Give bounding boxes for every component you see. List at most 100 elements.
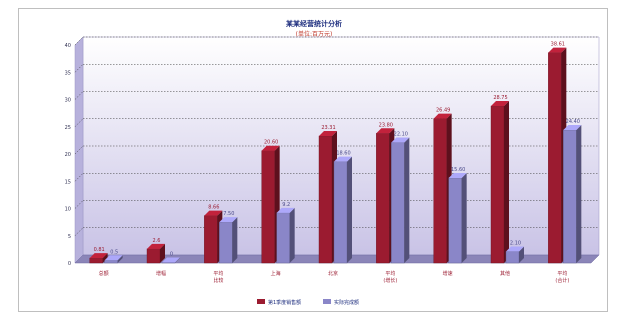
bar-chart: 某某经营统计分析 (单位:百万元) 0 5 10 15 20 25 30 35 40 0.81 0.… (65, 19, 600, 306)
legend-swatch-series-1 (257, 299, 265, 304)
gridline-side (74, 118, 84, 127)
gridline-side (74, 64, 84, 73)
data-label: 38.61 (551, 42, 565, 48)
gridline-side (74, 200, 84, 209)
plot-area: 0 5 10 15 20 25 30 35 40 0.81 0.5 总额 2.6 0 增幅 8.66 7.50 平… (65, 36, 600, 284)
x-tick-label: 平均 (557, 270, 567, 277)
bar-top (433, 113, 452, 119)
data-label: 7.50 (223, 211, 234, 217)
bar-side (232, 217, 238, 263)
bar-top (506, 246, 524, 252)
chart-title: 某某经营统计分析 (285, 19, 342, 28)
data-label: 22.10 (394, 132, 408, 138)
bar-top (376, 128, 395, 134)
bar (219, 221, 233, 264)
bar-top (261, 145, 280, 151)
bar (89, 257, 103, 264)
gridline-side (74, 91, 84, 100)
x-tick-label: 其他 (500, 270, 510, 277)
bar-top (162, 257, 180, 263)
data-label: 2.6 (153, 238, 161, 244)
bar-top (391, 137, 410, 143)
x-tick-label: 上海 (271, 270, 281, 277)
data-label: 26.49 (436, 108, 450, 114)
gridline-side (74, 173, 84, 182)
legend-label-series-1: 第1季度销售额 (268, 299, 301, 306)
bar-side (576, 125, 582, 264)
bar (333, 161, 348, 264)
gridline-side (74, 36, 84, 46)
y-tick-label: 10 (65, 207, 71, 213)
data-label: 8.66 (208, 205, 219, 211)
bar-side (504, 101, 509, 263)
y-tick-label: 40 (65, 43, 71, 49)
data-label: 0 (170, 251, 173, 257)
bar (276, 212, 290, 264)
gridline-side (74, 145, 84, 155)
bar-top (448, 172, 467, 178)
legend-swatch-series-2 (323, 299, 331, 304)
y-tick-label: 5 (68, 234, 71, 240)
bar-top (204, 210, 223, 216)
bar-top (276, 207, 295, 213)
x-tick-label: 北京 (328, 270, 338, 277)
bar-top (548, 47, 567, 53)
x-tick-label: 总额 (99, 270, 109, 277)
data-label: 23.80 (379, 122, 393, 128)
bar-side (102, 253, 108, 263)
data-label: 9.2 (282, 202, 290, 208)
bar-top (219, 217, 238, 223)
y-tick-label: 20 (65, 152, 71, 158)
bar (261, 150, 275, 264)
x-tick-label: 比较 (213, 277, 223, 284)
bar-side (461, 172, 467, 263)
bar (391, 142, 405, 264)
bar-top (319, 131, 337, 137)
bar-top (334, 156, 352, 162)
data-label: 28.75 (493, 95, 507, 101)
chart-frame: 某某经营统计分析 (单位:百万元) 0 5 10 15 20 25 30 35 40 0.81 0.… (18, 8, 608, 312)
y-tick-label: 15 (65, 179, 71, 185)
bar-side (117, 255, 123, 263)
bar-side (160, 243, 165, 263)
bar-top (89, 253, 108, 259)
x-tick-label: (增长) (383, 277, 397, 284)
bar (146, 248, 161, 264)
bar-side (347, 156, 352, 263)
data-label: 24.40 (566, 119, 580, 125)
legend-label-series-2: 实际完成额 (334, 299, 359, 306)
bar (318, 135, 333, 264)
x-tick-label: 平均 (213, 270, 223, 277)
bar (490, 105, 505, 264)
x-tick-label: 增幅 (156, 270, 166, 277)
bar (161, 262, 176, 264)
bar (505, 251, 520, 264)
bar (376, 133, 390, 264)
bar-top (491, 101, 509, 107)
x-tick-label: (合计) (555, 277, 569, 284)
chart-subtitle: (单位:百万元) (296, 30, 333, 38)
x-tick-label: 平均 (385, 270, 395, 277)
y-tick-label: 0 (68, 261, 71, 267)
bar-side (175, 257, 180, 263)
data-label: 0.81 (94, 247, 105, 253)
data-label: 0.5 (110, 249, 118, 255)
bar-top (563, 125, 582, 131)
bar-top (104, 255, 123, 261)
y-tick-label: 25 (65, 125, 71, 131)
bar (548, 52, 562, 264)
data-label: 23.31 (321, 125, 335, 131)
bar (433, 118, 447, 264)
gridline-side (74, 227, 84, 236)
data-label: 20.60 (264, 140, 278, 146)
y-tick-label: 30 (65, 98, 71, 104)
x-tick-label: 增速 (443, 270, 453, 277)
bar-side (519, 246, 524, 263)
bar-side (289, 207, 295, 263)
y-tick-label: 35 (65, 70, 71, 76)
bar-side (404, 137, 410, 263)
legend: 第1季度销售额 实际完成额 (257, 299, 359, 306)
bar (563, 129, 577, 264)
bar (448, 177, 462, 264)
bar (204, 215, 218, 264)
